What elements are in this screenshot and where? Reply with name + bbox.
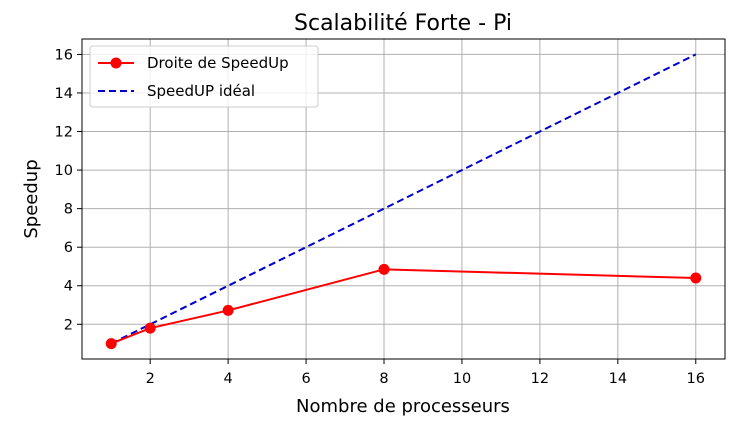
x-tick-label: 12 (531, 371, 549, 387)
y-tick-label: 4 (64, 279, 73, 295)
x-tick-label: 10 (453, 371, 471, 387)
axis-ticks: 2 4 6 8 10 12 14 16 2 4 6 8 10 12 14 16 (55, 47, 705, 387)
legend: Droite de SpeedUp SpeedUP idéal (89, 45, 319, 108)
y-tick-label: 12 (55, 125, 73, 141)
x-tick-label: 2 (146, 371, 155, 387)
y-axis-label: Speedup (21, 159, 42, 238)
x-axis-label: Nombre de processeurs (296, 396, 510, 417)
x-tick-label: 6 (301, 371, 310, 387)
x-tick-label: 16 (687, 371, 705, 387)
legend-label-ideal: SpeedUP idéal (147, 82, 255, 100)
plot-series (105, 53, 702, 350)
y-tick-label: 10 (55, 163, 73, 179)
x-tick-label: 8 (379, 371, 388, 387)
y-tick-label: 16 (55, 47, 73, 63)
y-tick-label: 2 (64, 317, 73, 333)
x-tick-label: 4 (224, 371, 233, 387)
plot-frame (81, 38, 726, 360)
x-tick-label: 14 (609, 371, 627, 387)
y-tick-label: 8 (64, 202, 73, 218)
y-tick-label: 14 (55, 86, 73, 102)
y-tick-label: 6 (64, 240, 73, 256)
chart-title: Scalabilité Forte - Pi (294, 11, 512, 36)
legend-label-speedup: Droite de SpeedUp (147, 54, 289, 72)
data-point (105, 338, 117, 350)
data-point (378, 263, 390, 275)
legend-box (89, 45, 319, 108)
data-point (222, 304, 234, 316)
series-line-ideal (110, 53, 697, 345)
legend-marker-speedup (110, 57, 122, 69)
data-point (690, 272, 702, 284)
data-point (144, 322, 156, 334)
